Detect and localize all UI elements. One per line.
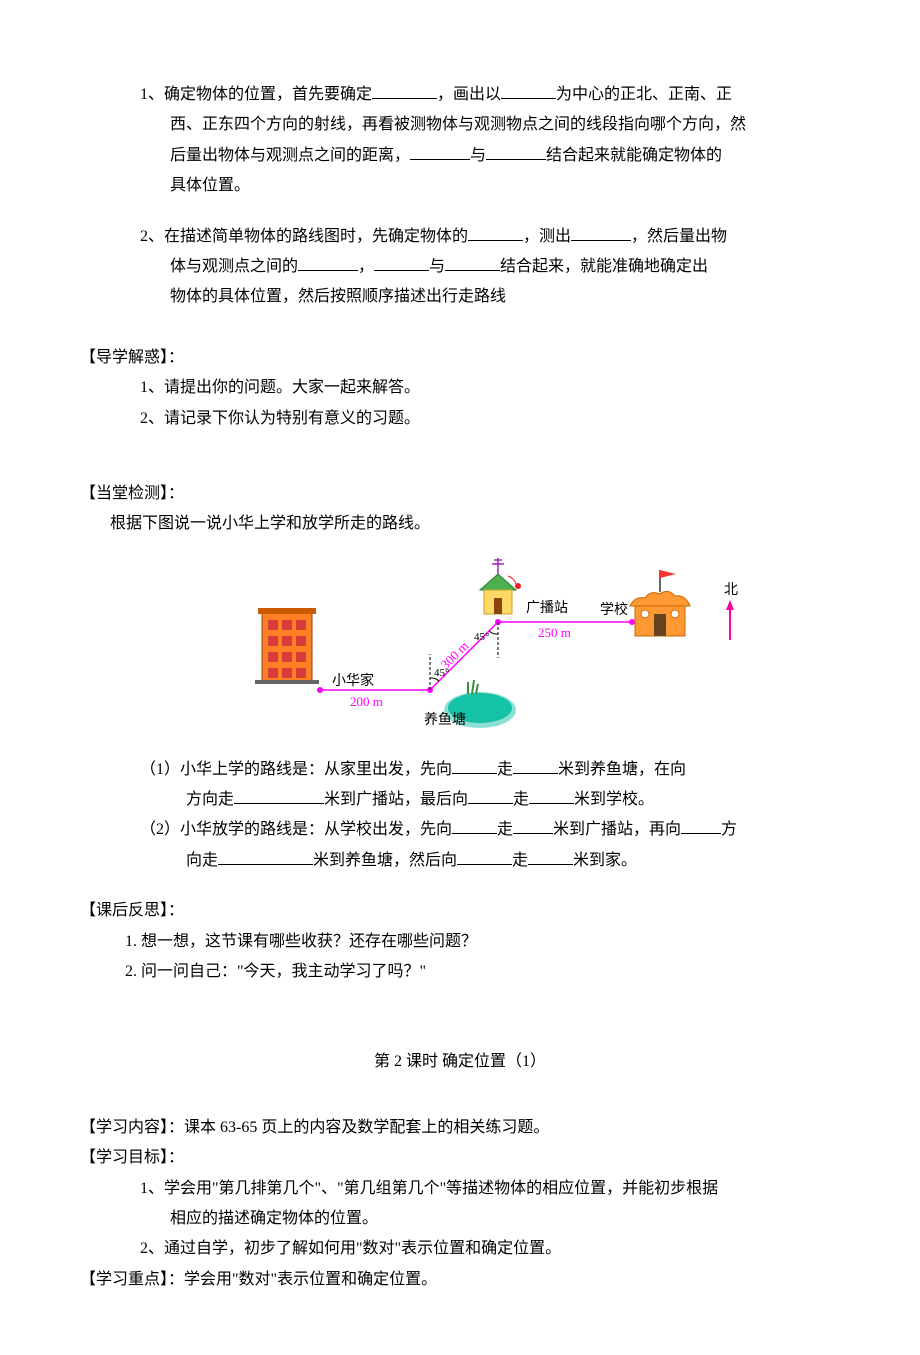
q1-line1: 1、确定物体的位置，首先要确定 ，画出以 为中心的正北、正南、正	[140, 80, 840, 110]
lesson2-title: 第 2 课时 确定位置（1）	[80, 1047, 840, 1077]
dist-200: 200 m	[350, 694, 383, 709]
reflect-item2: 2. 问一问自己："今天，我主动学习了吗？"	[80, 957, 840, 987]
content-body: ：课本 63-65 页上的内容及数学配套上的相关练习题。	[168, 1119, 549, 1136]
section-reflect-title: 【课后反思】：	[80, 896, 840, 926]
q1-text: ，画出以	[437, 86, 501, 103]
tq1-text: 米到养鱼塘，在向	[558, 761, 686, 778]
q1-text: 结合起来就能确定物体的	[546, 147, 722, 164]
test-q1-line2: 方向走 米到广播站，最后向 走 米到学校。	[140, 785, 840, 815]
q1-text: 后量出物体与观测点之间的距离，	[170, 147, 410, 164]
blank	[374, 255, 429, 271]
tq2-text: 米到家。	[573, 852, 637, 869]
blank	[681, 818, 721, 834]
blank	[234, 788, 324, 804]
blank	[410, 144, 470, 160]
blank	[501, 83, 556, 99]
tq1-text: （1）小华上学的路线是：从家里出发，先向	[140, 761, 452, 778]
q2-line2: 体与观测点之间的 ， 与 结合起来，就能准确地确定出	[140, 252, 840, 282]
question-1: 1、确定物体的位置，首先要确定 ，画出以 为中心的正北、正南、正 西、正东四个方向的…	[80, 80, 840, 202]
school-icon	[630, 570, 690, 636]
q2-text: 体与观测点之间的	[170, 258, 298, 275]
tq1-text: 走	[497, 761, 513, 778]
q1-line4: 具体位置。	[140, 171, 840, 201]
q2-line3: 物体的具体位置，然后按照顺序描述出行走路线	[140, 282, 840, 312]
test-intro: 根据下图说一说小华上学和放学所走的路线。	[80, 509, 840, 539]
q1-text: 为中心的正北、正南、正	[556, 86, 732, 103]
q1-text: 与	[470, 147, 486, 164]
reflect-item1: 1. 想一想，这节课有哪些收获？还存在哪些问题？	[80, 927, 840, 957]
tq2-text: 米到养鱼塘，然后向	[313, 852, 457, 869]
tq1-text: 米到学校。	[574, 791, 654, 808]
tq2-text: 米到广播站，再向	[553, 821, 681, 838]
blank	[513, 758, 558, 774]
tq1-text: 米到广播站，最后向	[324, 791, 468, 808]
blank	[468, 788, 513, 804]
guide-item2: 2、请记录下你认为特别有意义的习题。	[80, 404, 840, 434]
dist-300: 300 m	[438, 638, 472, 672]
label-school: 学校	[600, 601, 628, 618]
q2-line1: 2、在描述简单物体的路线图时，先确定物体的 ，测出 ，然后量出物	[140, 222, 840, 252]
blank	[372, 83, 437, 99]
home-icon	[255, 608, 319, 684]
guide-item1: 1、请提出你的问题。大家一起来解答。	[80, 373, 840, 403]
tq2-text: 方	[721, 821, 737, 838]
tq2-text: （2）小华放学的路线是：从学校出发，先向	[140, 821, 452, 838]
goals-item2: 2、通过自学，初步了解如何用"数对"表示位置和确定位置。	[80, 1234, 840, 1264]
dist-250: 250 m	[538, 625, 571, 640]
content-title: 【学习内容】	[80, 1119, 168, 1136]
blank	[452, 818, 497, 834]
q1-text: 西、正东四个方向的射线，再看被测物体与观测物点之间的线段指向哪个方向，然	[170, 116, 746, 133]
q2-text: ，测出	[523, 228, 571, 245]
blank	[298, 255, 358, 271]
blank	[452, 758, 497, 774]
question-2: 2、在描述简单物体的路线图时，先确定物体的 ，测出 ，然后量出物 体与观测点之间的 ，…	[80, 222, 840, 313]
blank	[513, 818, 553, 834]
blank	[528, 849, 573, 865]
north-arrow-icon	[726, 600, 734, 640]
label-pond: 养鱼塘	[424, 711, 466, 728]
test-q1-line1: （1）小华上学的路线是：从家里出发，先向 走 米到养鱼塘，在向	[140, 755, 840, 785]
q1-line2: 西、正东四个方向的射线，再看被测物体与观测物点之间的线段指向哪个方向，然	[140, 110, 840, 140]
q2-text: ，然后量出物	[631, 228, 727, 245]
label-north: 北	[724, 582, 738, 598]
test-q2-line1: （2）小华放学的路线是：从学校出发，先向 走 米到广播站，再向 方	[140, 815, 840, 845]
tq2-text: 走	[512, 852, 528, 869]
section-goals-title: 【学习目标】：	[80, 1143, 840, 1173]
q2-text: 与	[429, 258, 445, 275]
section-guide-title: 【导学解惑】：	[80, 343, 840, 373]
blank	[218, 849, 313, 865]
blank	[571, 225, 631, 241]
tq1-text: 走	[513, 791, 529, 808]
test-q1: （1）小华上学的路线是：从家里出发，先向走米到养鱼塘，在向 方向走米到广播站，最…	[80, 755, 840, 816]
blank	[457, 849, 512, 865]
test-q2: （2）小华放学的路线是：从学校出发，先向走米到广播站，再向方 向走米到养鱼塘，然…	[80, 815, 840, 876]
q1-text: 1、确定物体的位置，首先要确定	[140, 86, 372, 103]
angle-top: 45°	[474, 631, 489, 643]
goals-item1-line2: 相应的描述确定物体的位置。	[80, 1204, 840, 1234]
blank	[468, 225, 523, 241]
section-focus-title: 【学习重点】：学会用"数对"表示位置和确定位置。	[80, 1265, 840, 1295]
test-q2-line2: 向走 米到养鱼塘，然后向 走 米到家。	[140, 846, 840, 876]
tq2-text: 走	[497, 821, 513, 838]
label-home: 小华家	[332, 672, 374, 689]
q2-text: 物体的具体位置，然后按照顺序描述出行走路线	[170, 288, 506, 305]
section-test-title: 【当堂检测】：	[80, 479, 840, 509]
blank	[445, 255, 500, 271]
label-broadcast: 广播站	[526, 600, 568, 616]
section-content: 【学习内容】：课本 63-65 页上的内容及数学配套上的相关练习题。	[80, 1113, 840, 1143]
goals-item1-line1: 1、学会用"第几排第几个"、"第几组第几个"等描述物体的相应位置，并能初步根据	[80, 1174, 840, 1204]
q2-text: 结合起来，就能准确地确定出	[500, 258, 708, 275]
tq1-text: 方向走	[186, 791, 234, 808]
q1-line3: 后量出物体与观测点之间的距离， 与 结合起来就能确定物体的	[140, 141, 840, 171]
tq2-text: 向走	[186, 852, 218, 869]
blank	[486, 144, 546, 160]
q2-text: 2、在描述简单物体的路线图时，先确定物体的	[140, 228, 468, 245]
q2-text: ，	[358, 258, 374, 275]
q1-text: 具体位置。	[170, 177, 250, 194]
route-diagram: 45° 45° 200 m 300 m 250 m	[250, 550, 770, 740]
blank	[529, 788, 574, 804]
broadcast-icon	[480, 558, 521, 614]
